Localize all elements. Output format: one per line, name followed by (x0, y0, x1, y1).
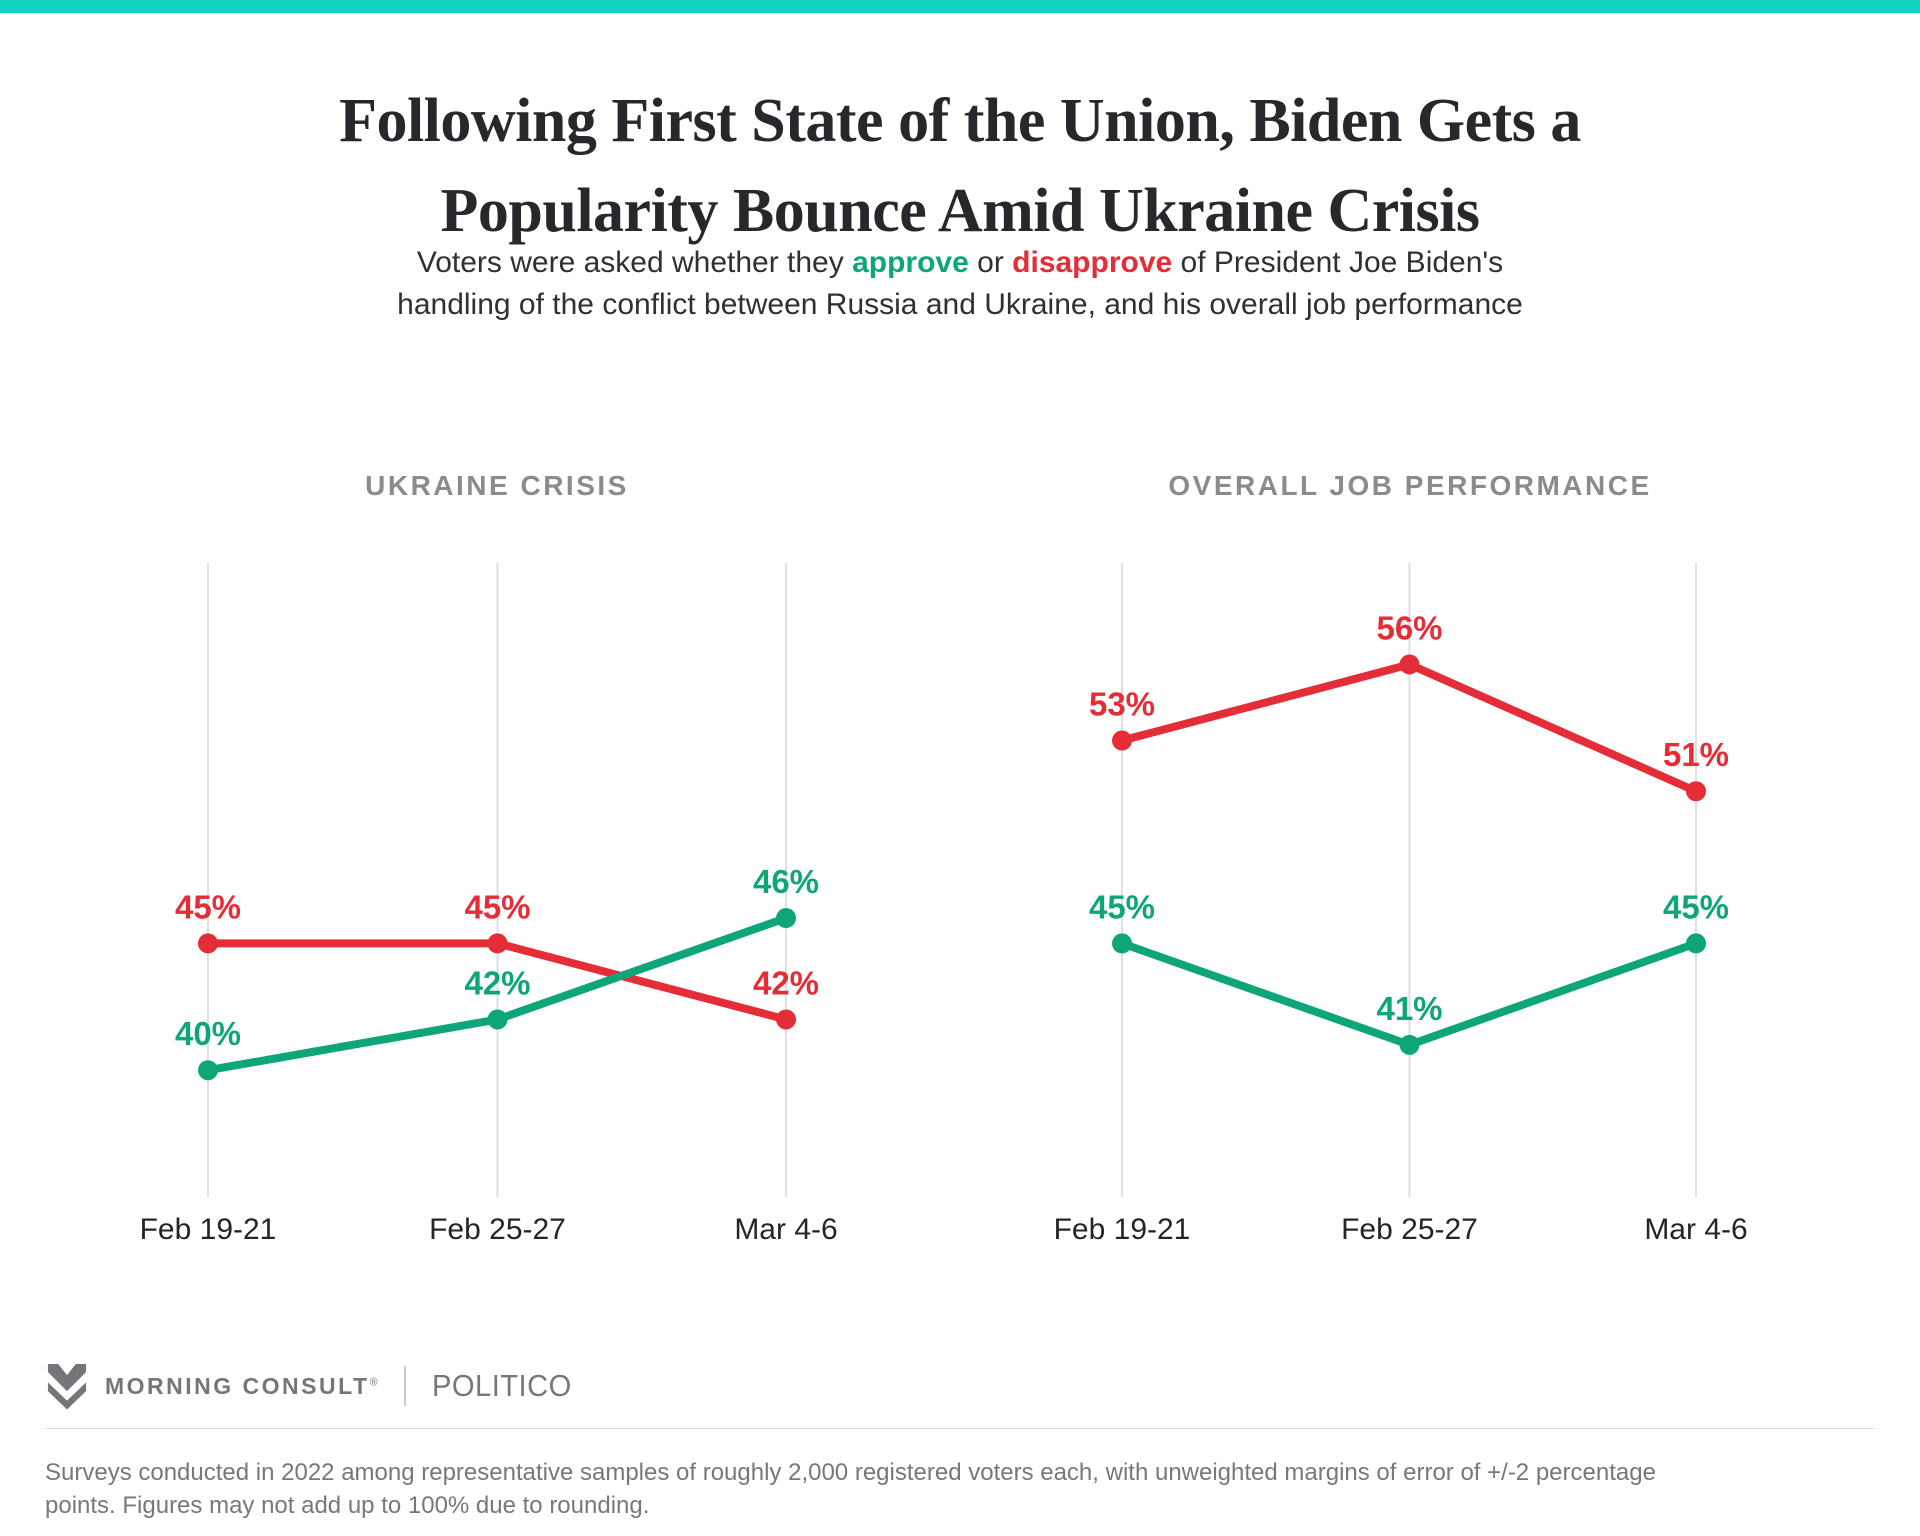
x-axis-label: Mar 4-6 (1644, 1213, 1747, 1246)
data-point-approve (1686, 933, 1706, 954)
chart-title-overall-job-performance: OVERALL JOB PERFORMANCE (1168, 470, 1652, 501)
morning-consult-text: MORNING CONSULT (105, 1372, 370, 1399)
line-charts-canvas: 45% 45% 42% 40% 42% 46% Feb 19-21 Feb 25-27 Mar … (140, 563, 1748, 1246)
top-accent-bar (0, 0, 1920, 13)
data-label-disapprove: 45% (175, 888, 241, 925)
data-point-approve (776, 908, 796, 929)
footnote: Surveys conducted in 2022 among represen… (45, 1456, 1885, 1522)
morning-consult-logo-icon (47, 1364, 87, 1410)
data-point-disapprove (1112, 730, 1132, 751)
data-point-disapprove (1686, 781, 1706, 802)
subtitle-suffix: of President Joe Biden's (1172, 246, 1504, 279)
data-point-disapprove (1399, 654, 1420, 675)
data-point-approve (487, 1009, 508, 1030)
data-point-disapprove (198, 933, 218, 954)
data-point-disapprove (776, 1009, 796, 1030)
data-label-approve: 41% (1376, 990, 1442, 1027)
data-label-approve: 40% (175, 1015, 241, 1052)
data-point-disapprove (487, 933, 508, 954)
data-point-approve (1112, 933, 1132, 954)
data-point-approve (1399, 1034, 1420, 1055)
page-title-line1: Following First State of the Union, Bide… (339, 87, 1581, 155)
page-subtitle: Voters were asked whether they approve o… (0, 242, 1920, 326)
data-label-approve: 46% (753, 863, 819, 900)
subtitle-prefix: Voters were asked whether they (416, 246, 853, 279)
x-axis-label: Feb 25-27 (429, 1213, 566, 1246)
registered-trademark-symbol: ® (369, 1375, 378, 1388)
x-axis-label: Feb 25-27 (1341, 1213, 1478, 1246)
footer-divider (403, 1366, 406, 1406)
footnote-line2: points. Figures may not add up to 100% d… (45, 1492, 650, 1519)
footnote-rule (45, 1428, 1875, 1429)
x-axis-label: Feb 19-21 (140, 1213, 277, 1246)
chart-title-ukraine-crisis: UKRAINE CRISIS (365, 470, 629, 501)
subtitle-approve-word: approve (852, 246, 969, 279)
data-label-disapprove: 51% (1663, 736, 1729, 773)
data-label-disapprove: 56% (1376, 609, 1442, 646)
data-label-disapprove: 45% (464, 888, 530, 925)
page-title-line2: Popularity Bounce Amid Ukraine Crisis (440, 177, 1480, 245)
footer-logos: MORNING CONSULT® POLITICO (45, 1360, 580, 1412)
page-title: Following First State of the Union, Bide… (0, 76, 1920, 256)
data-label-approve: 45% (1089, 888, 1155, 925)
subtitle-line1: Voters were asked whether they approve o… (0, 242, 1920, 284)
data-point-approve (198, 1060, 218, 1081)
subtitle-line2: handling of the conflict between Russia … (397, 288, 1523, 321)
data-label-approve: 42% (464, 964, 530, 1001)
data-label-disapprove: 53% (1089, 686, 1155, 723)
x-axis-label: Mar 4-6 (734, 1213, 837, 1246)
subtitle-disapprove-word: disapprove (1012, 246, 1173, 279)
data-label-approve: 45% (1663, 888, 1729, 925)
x-axis-label: Feb 19-21 (1054, 1213, 1191, 1246)
politico-wordmark: POLITICO (431, 1368, 572, 1403)
data-label-disapprove: 42% (753, 964, 819, 1001)
subtitle-connector: or (968, 246, 1013, 279)
morning-consult-wordmark: MORNING CONSULT® (105, 1373, 378, 1400)
footnote-line1: Surveys conducted in 2022 among represen… (45, 1459, 1656, 1486)
